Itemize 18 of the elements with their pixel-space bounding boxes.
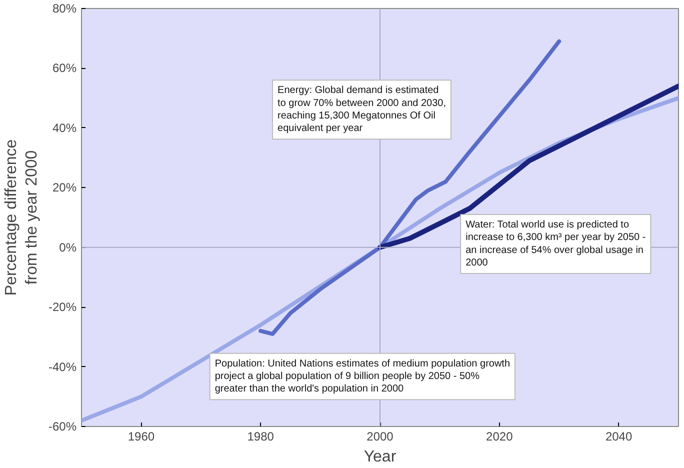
annotation: Energy: Global demand is estimated to grow 70% between 2000 and 2030, reaching 15,300 Megatonnes Of Oil equivalent per year <box>278 85 446 134</box>
annotation: Water: Total world use is predicted to increase to 6,300 km³ per year by 2050 - an increase of 54% over global usage in 2000 <box>466 220 646 268</box>
y-tick-label: 0% <box>59 240 77 254</box>
x-tick-label: 2040 <box>605 430 632 444</box>
x-tick-label: 1980 <box>247 430 274 444</box>
y-tick-label: 20% <box>52 180 77 195</box>
y-tick-label: -20% <box>48 300 77 314</box>
y-axis-title: Percentage difference from the year 2000 <box>3 139 40 296</box>
annotation: Population: United Nations estimates of medium population growth project a global population of 9 billion people by 2050 - 50% greater than the world's population in 2000 <box>214 358 510 395</box>
x-axis-title: Year <box>364 448 397 466</box>
y-tick-label: -40% <box>48 360 77 374</box>
y-tick-label: 80% <box>52 2 77 16</box>
y-tick-label: -60% <box>48 420 77 434</box>
x-tick-label: 2000 <box>366 430 394 444</box>
x-tick-label: 1960 <box>128 430 155 444</box>
y-tick-label: 40% <box>52 120 77 135</box>
x-tick-label: 2020 <box>486 430 514 444</box>
y-tick-label: 60% <box>52 61 77 76</box>
